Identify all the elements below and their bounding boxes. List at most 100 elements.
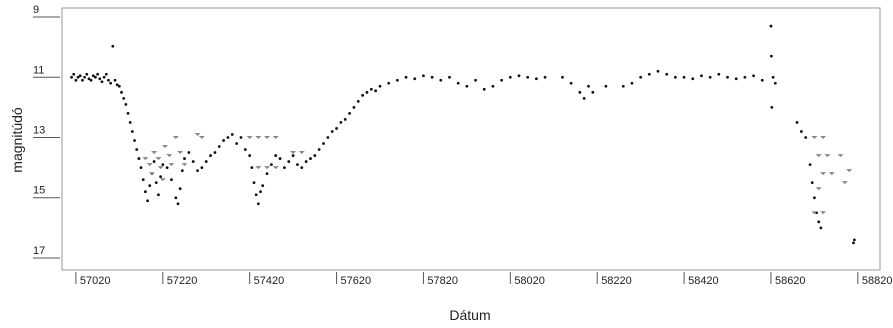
data-point	[148, 184, 152, 188]
data-point	[157, 193, 160, 197]
data-point	[630, 81, 634, 85]
data-point	[226, 136, 230, 139]
data-point	[239, 136, 243, 139]
data-point	[76, 75, 80, 79]
data-point	[104, 72, 108, 76]
data-point	[154, 181, 158, 185]
data-point	[430, 75, 434, 79]
data-point	[804, 136, 808, 139]
data-point	[269, 163, 273, 166]
data-point	[152, 160, 156, 163]
upper-limit-marker	[811, 135, 818, 139]
data-point	[369, 87, 373, 91]
x-tick-label: 58820	[862, 275, 893, 287]
data-point	[330, 130, 334, 133]
data-point	[191, 160, 195, 163]
data-point	[726, 75, 729, 79]
data-point	[141, 178, 145, 182]
upper-limit-marker	[820, 172, 827, 176]
data-point	[291, 154, 295, 157]
data-point	[183, 157, 186, 160]
data-point	[137, 157, 141, 160]
data-point	[165, 166, 169, 170]
data-point	[708, 75, 712, 79]
data-point	[508, 75, 512, 79]
data-point	[517, 74, 521, 78]
data-point	[465, 84, 469, 88]
upper-limit-marker	[198, 135, 205, 139]
data-point	[243, 148, 247, 151]
upper-limit-marker	[177, 151, 184, 155]
data-point	[72, 72, 76, 76]
data-point	[356, 99, 360, 103]
upper-limit-marker	[290, 151, 297, 155]
data-point	[94, 75, 97, 79]
data-point	[322, 142, 325, 145]
upper-limit-marker	[155, 157, 162, 161]
data-point	[365, 90, 369, 94]
data-point	[769, 54, 773, 58]
data-point	[87, 77, 91, 81]
data-point	[799, 130, 803, 133]
upper-limit-marker	[824, 154, 831, 158]
data-point	[115, 83, 119, 87]
plot-frame	[61, 7, 881, 271]
upper-limit-marker	[168, 163, 175, 167]
y-tick-label: 13	[33, 124, 45, 136]
upper-limit-marker	[166, 154, 173, 158]
upper-limit-marker	[272, 166, 279, 170]
x-tick-label: 57220	[167, 275, 198, 287]
upper-limit-marker	[146, 163, 153, 167]
x-tick-label: 57020	[80, 275, 111, 287]
data-point	[126, 112, 130, 115]
data-point	[130, 130, 134, 133]
data-point	[771, 75, 775, 79]
upper-limit-marker	[820, 135, 827, 139]
data-point	[348, 112, 351, 115]
data-point	[569, 81, 573, 85]
data-point	[178, 187, 182, 191]
data-point	[248, 154, 252, 157]
upper-limit-marker	[272, 135, 279, 139]
data-point	[378, 84, 382, 88]
upper-limit-marker	[255, 166, 262, 170]
x-tick-label: 57420	[254, 275, 285, 287]
data-point	[283, 166, 286, 170]
upper-limit-marker	[837, 154, 844, 158]
data-point	[760, 78, 764, 82]
data-point	[582, 96, 586, 100]
data-point	[852, 238, 856, 242]
data-point	[770, 105, 774, 109]
data-point	[526, 75, 530, 79]
x-tick-label: 58620	[775, 275, 806, 287]
data-point	[230, 133, 234, 136]
data-point	[98, 77, 102, 81]
data-point	[395, 78, 399, 82]
data-point	[361, 93, 365, 97]
data-point	[448, 75, 451, 79]
upper-limit-marker	[846, 169, 853, 173]
data-point	[456, 81, 460, 85]
upper-limit-marker	[811, 211, 818, 215]
data-point	[287, 160, 291, 163]
data-point	[187, 151, 191, 154]
data-point	[259, 190, 262, 194]
data-point	[120, 90, 123, 94]
data-point	[70, 75, 73, 79]
x-tick-label: 58020	[514, 275, 545, 287]
data-point	[317, 148, 321, 151]
upper-limit-marker	[194, 132, 201, 136]
data-point	[274, 154, 278, 157]
data-point	[113, 78, 117, 82]
data-point	[180, 169, 184, 173]
data-point	[91, 74, 95, 78]
data-point	[313, 154, 317, 157]
y-tick-label: 11	[33, 64, 44, 76]
upper-limit-marker	[255, 135, 262, 139]
data-point	[691, 77, 695, 81]
data-point	[343, 118, 347, 121]
data-point	[78, 74, 82, 78]
upper-limit-marker	[246, 135, 253, 139]
data-point	[85, 72, 89, 76]
y-tick-label: 17	[33, 245, 45, 257]
